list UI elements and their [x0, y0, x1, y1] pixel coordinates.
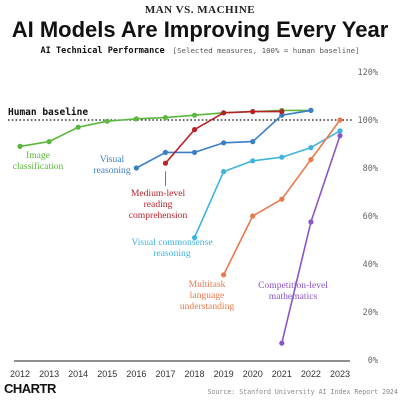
data-point	[250, 109, 256, 115]
series-label: Medium-level	[131, 188, 186, 199]
source-note: Source: Stanford University AI Index Rep…	[207, 388, 398, 396]
data-point	[162, 149, 169, 155]
data-point	[104, 118, 110, 124]
x-tick-label: 2015	[97, 369, 117, 379]
x-tick-label: 2021	[272, 369, 292, 379]
data-point	[279, 340, 285, 346]
series-label: Competition-level	[258, 280, 328, 291]
x-tick-label: 2020	[243, 369, 263, 379]
series-label: mathematics	[269, 291, 318, 302]
data-point	[308, 107, 314, 113]
chart-kicker: MAN VS. MACHINE	[145, 4, 255, 16]
data-point	[191, 149, 198, 155]
x-tick-label: 2016	[126, 369, 146, 379]
data-point	[221, 140, 227, 146]
data-point	[162, 115, 169, 121]
series-label: Visual commonsense	[131, 237, 212, 248]
data-point	[221, 272, 227, 278]
y-tick-label: 20%	[363, 308, 378, 318]
x-tick-label: 2018	[185, 369, 205, 379]
data-point	[279, 154, 285, 160]
chartr-logo: CHARTR	[4, 381, 57, 396]
x-tick-label: 2012	[10, 369, 30, 379]
data-point	[337, 133, 343, 139]
x-tick-label: 2019	[214, 369, 234, 379]
data-point	[133, 165, 139, 171]
data-point	[250, 139, 256, 145]
data-point	[221, 110, 227, 116]
chart-title: AI Models Are Improving Every Year	[12, 17, 389, 42]
x-tick-label: 2017	[155, 369, 175, 379]
data-point	[75, 124, 81, 130]
series-label: classification	[13, 161, 64, 172]
series-label: Image	[26, 150, 50, 161]
data-point	[337, 117, 343, 123]
y-tick-label: 100%	[358, 116, 378, 126]
series-label: understanding	[180, 301, 235, 312]
x-tick-label: 2023	[330, 369, 350, 379]
x-tick-label: 2014	[68, 369, 88, 379]
x-tick-label: 2013	[39, 369, 59, 379]
series-label: language	[190, 290, 225, 301]
chart-subtitle-main: AI Technical Performance	[40, 45, 164, 56]
data-point	[162, 160, 169, 166]
series-line	[193, 130, 341, 238]
y-tick-label: 120%	[358, 68, 378, 78]
series-label: comprehension	[129, 210, 188, 221]
data-point	[308, 145, 314, 151]
data-point	[279, 109, 285, 115]
series-line	[164, 110, 282, 164]
data-point	[133, 116, 139, 122]
series-label: reasoning	[153, 248, 191, 259]
data-point	[279, 196, 285, 202]
x-tick-label: 2022	[301, 369, 321, 379]
human-baseline-label: Human baseline	[8, 107, 88, 118]
y-tick-label: 60%	[363, 212, 378, 222]
data-point	[17, 143, 23, 149]
data-point	[308, 157, 314, 163]
data-point	[46, 139, 52, 145]
data-point	[191, 112, 198, 118]
data-point	[191, 127, 198, 133]
y-tick-label: 80%	[363, 164, 378, 174]
y-tick-label: 40%	[363, 260, 378, 270]
y-tick-label: 0%	[368, 356, 378, 366]
plot-area: 0% 20% 40% 60% 80% 100% 120% 2012 2013 2014 2015 20…	[8, 68, 378, 379]
series-line	[136, 109, 312, 169]
chart-subtitle-note: [Selected measures, 100% = human baselin…	[173, 46, 360, 55]
data-point	[191, 235, 198, 241]
series-label: reading	[144, 199, 173, 210]
data-point	[337, 128, 343, 134]
series-label: Multitask	[189, 279, 226, 290]
data-point	[250, 158, 256, 164]
series-label: reasoning	[93, 165, 131, 176]
chart-subtitle: AI Technical Performance [Selected measu…	[40, 40, 359, 57]
series-line	[281, 135, 341, 344]
data-point	[308, 219, 314, 225]
data-point	[221, 169, 227, 175]
data-point	[279, 112, 285, 118]
series-label: Visual	[100, 154, 125, 165]
data-point	[250, 213, 256, 219]
